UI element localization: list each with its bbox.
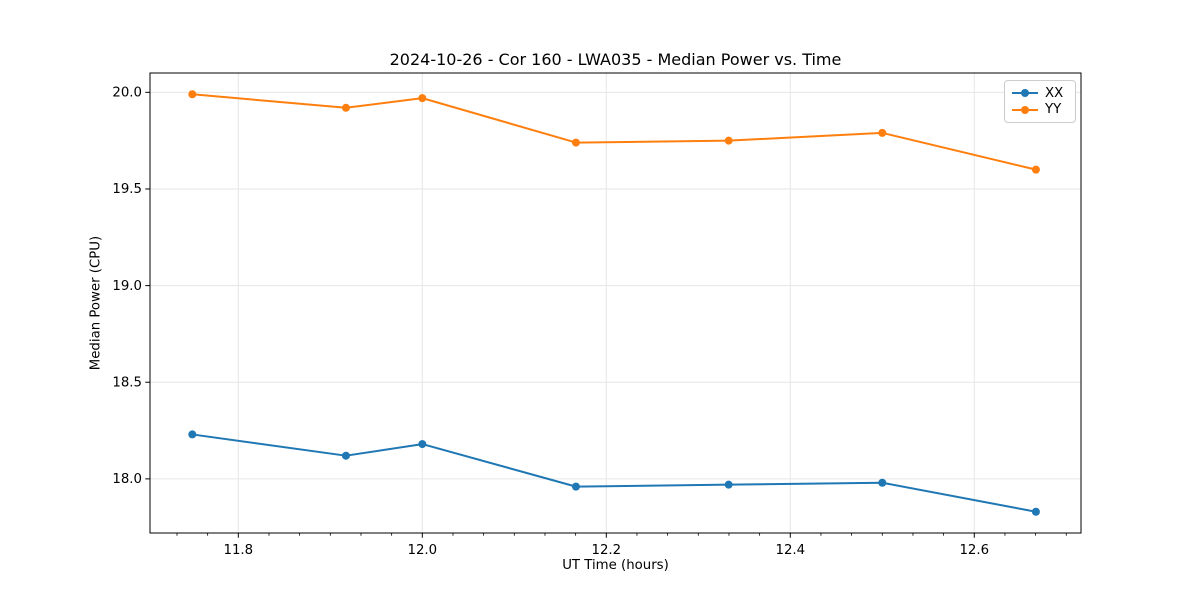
data-point-xx [188,430,197,439]
y-axis-label: Median Power (CPU) [88,235,104,371]
data-point-yy [1031,165,1040,174]
legend-label-yy: YY [1045,102,1062,118]
data-point-yy [188,90,197,99]
data-point-xx [418,440,427,449]
data-point-xx [878,478,887,487]
x-tick-label: 11.8 [224,543,254,558]
data-point-xx [724,480,733,489]
series-layer [188,90,1040,516]
x-tick-label: 12.2 [591,543,621,558]
data-point-yy [418,94,427,103]
y-tick-label: 19.5 [112,182,142,197]
y-tick-label: 18.0 [112,472,142,487]
tick-layer: 11.8 12.0 12.2 12.4 12.6 18.0 18.5 19.0 19.5 20.0 [112,86,1067,558]
data-point-yy [724,136,733,145]
series-line-xx [191,433,1037,513]
data-point-xx [341,451,350,460]
y-tick-label: 18.5 [112,375,142,390]
legend-marker-icon [1021,105,1029,114]
x-tick-label: 12.6 [959,543,989,558]
legend-entry-yy: YY [1012,102,1068,118]
legend-label-xx: XX [1045,85,1064,101]
data-point-yy [341,103,350,112]
series-line-yy [191,93,1037,171]
legend-entry-xx: XX [1012,85,1068,101]
data-point-yy [571,138,580,147]
x-tick-label: 12.0 [408,543,438,558]
y-tick-label: 19.0 [112,279,142,294]
x-tick-label: 12.4 [775,543,805,558]
grid-layer [150,73,1081,533]
legend-line-sample-xx [1012,89,1038,98]
legend-marker-icon [1021,89,1029,98]
data-point-yy [878,128,887,137]
legend: XX YY [1004,80,1076,123]
chart-title: 2024-10-26 - Cor 160 - LWA035 - Median P… [389,50,842,69]
axes-border [149,72,1082,534]
x-axis-label: UT Time (hours) [562,558,669,573]
data-point-xx [1031,507,1040,516]
legend-line-sample-yy [1012,105,1038,114]
data-point-xx [571,482,580,491]
y-tick-label: 20.0 [112,86,142,101]
